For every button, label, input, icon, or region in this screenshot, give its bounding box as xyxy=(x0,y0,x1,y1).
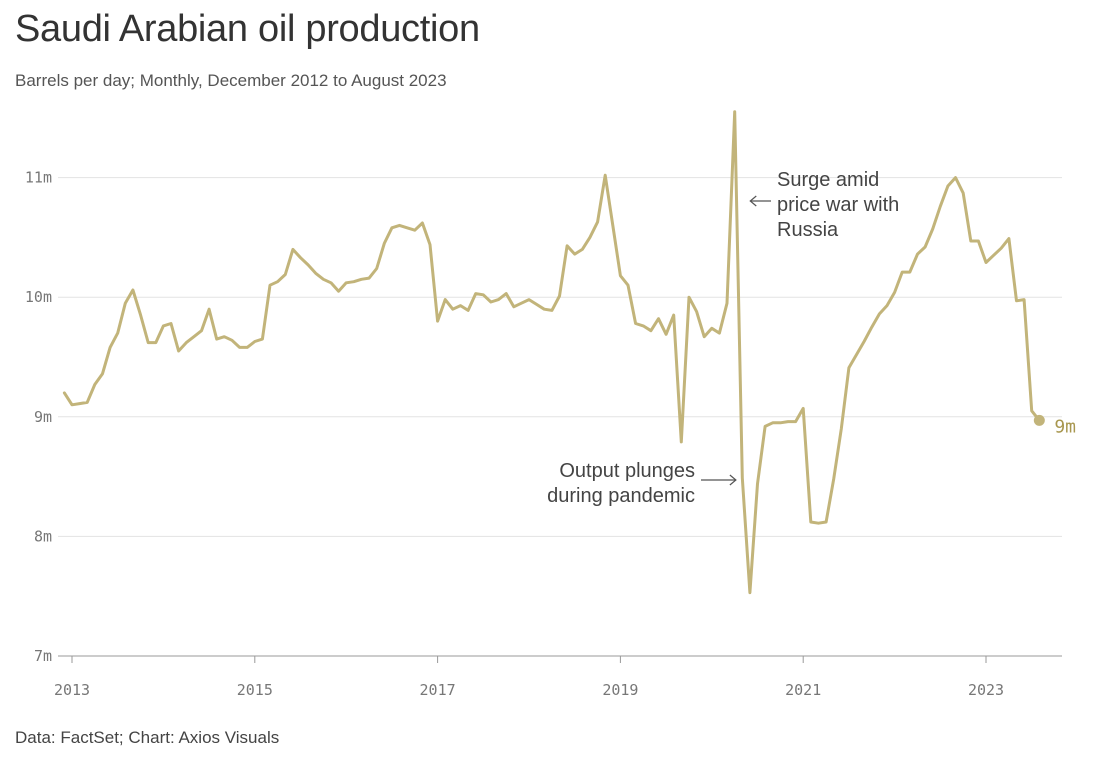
annotation-arrow-head xyxy=(749,195,757,207)
y-tick-label: 11m xyxy=(25,169,52,187)
end-value-label: 9m xyxy=(1054,416,1076,437)
gridlines xyxy=(58,177,1062,537)
y-tick-label: 8m xyxy=(34,527,52,545)
annotation-line: Surge amid xyxy=(777,169,879,191)
y-tick-label: 9m xyxy=(34,408,52,426)
annotation-line: Output plunges xyxy=(559,460,695,482)
annotation-line: during pandemic xyxy=(547,485,695,507)
chart-title: Saudi Arabian oil production xyxy=(15,8,480,50)
series-line-oil-production xyxy=(62,110,1041,595)
annotation-pandemic: Output plunges during pandemic xyxy=(547,460,737,507)
annotation-price-war: Surge amid price war with Russia xyxy=(749,169,899,241)
x-tick-label: 2017 xyxy=(420,681,456,699)
x-axis-ticks: 2013 2015 2017 2019 2021 2023 xyxy=(54,656,1004,699)
annotation-arrow-head xyxy=(729,474,737,486)
x-tick-label: 2019 xyxy=(602,681,638,699)
x-tick-label: 2015 xyxy=(237,681,273,699)
x-tick-label: 2023 xyxy=(968,681,1004,699)
y-tick-label: 7m xyxy=(34,647,52,665)
y-axis-tick-labels: 7m 8m 9m 10m 11m xyxy=(25,169,52,665)
x-tick-label: 2013 xyxy=(54,681,90,699)
annotation-line: price war with xyxy=(777,194,899,216)
annotation-line: Russia xyxy=(777,219,839,241)
chart-source: Data: FactSet; Chart: Axios Visuals xyxy=(15,728,280,747)
y-tick-label: 10m xyxy=(25,288,52,306)
chart-subtitle: Barrels per day; Monthly, December 2012 … xyxy=(15,71,447,90)
end-point-marker xyxy=(1033,414,1045,426)
x-tick-label: 2021 xyxy=(785,681,821,699)
